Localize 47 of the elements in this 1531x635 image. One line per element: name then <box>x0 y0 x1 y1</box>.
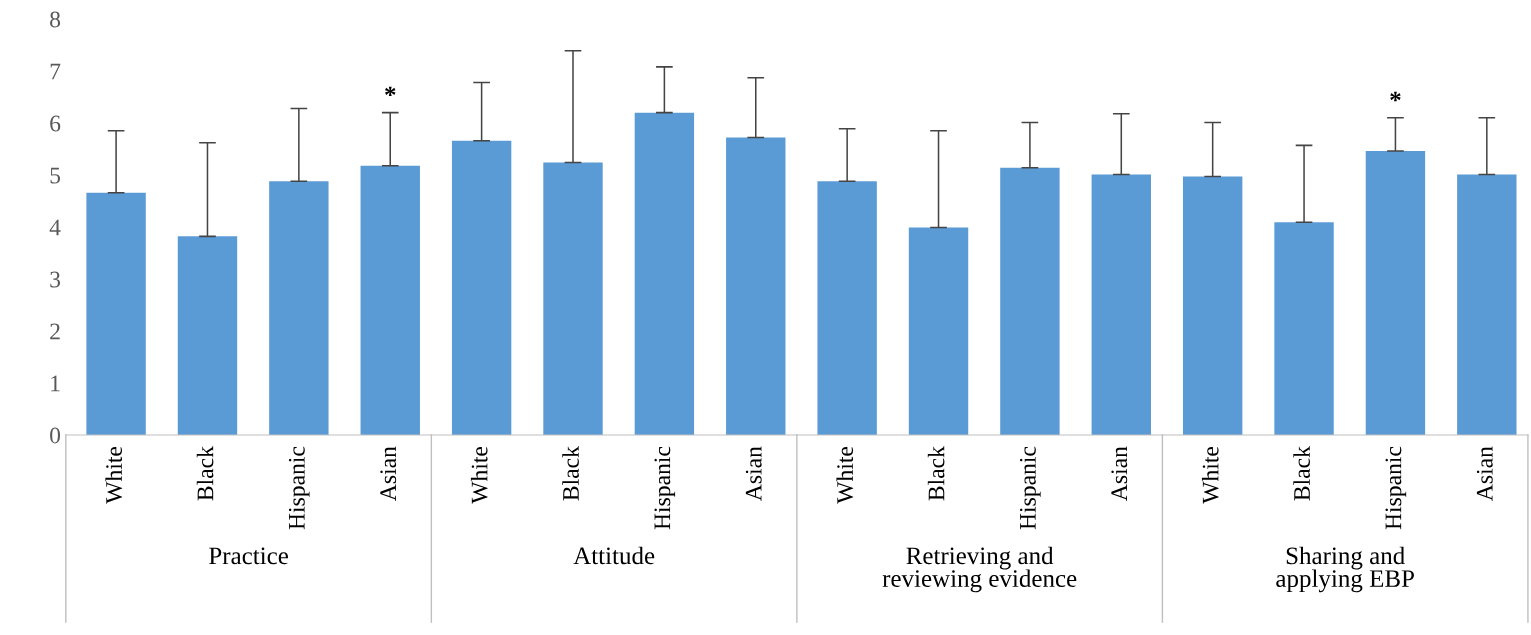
x-axis-title: Sharing and applying EBP <box>1276 546 1414 593</box>
bar <box>1365 151 1426 435</box>
bar <box>543 162 603 435</box>
bar <box>86 192 146 435</box>
y-tick-label: 7 <box>50 63 61 80</box>
x-tick-label: Asian <box>1476 446 1493 501</box>
x-axis-title: Retrieving and reviewing evidence <box>882 546 1077 593</box>
bar <box>1274 222 1334 435</box>
x-tick-label: Hispanic <box>1019 446 1041 530</box>
bar <box>1000 167 1060 435</box>
x-tick-label: Black <box>1293 446 1310 501</box>
x-tick-label: Asian <box>380 446 397 501</box>
bar <box>177 236 238 435</box>
bar <box>1091 174 1151 435</box>
y-tick-label: 0 <box>50 427 61 444</box>
y-tick-label: 3 <box>50 271 61 288</box>
x-tick-label: Hispanic <box>654 446 676 530</box>
x-tick-label: White <box>1201 446 1219 504</box>
x-tick-label: Black <box>562 446 579 501</box>
bar <box>1457 174 1517 435</box>
x-tick-label: Hispanic <box>1385 446 1407 530</box>
x-tick-label: White <box>105 446 123 504</box>
bar <box>817 181 877 435</box>
x-tick-label: Hispanic <box>288 446 310 530</box>
bar <box>269 181 329 435</box>
y-tick-label: 8 <box>50 11 61 28</box>
y-tick-label: 1 <box>51 375 60 392</box>
x-tick-label: White <box>470 446 488 504</box>
annotation: * <box>385 86 396 97</box>
x-tick-label: Black <box>196 446 214 501</box>
bar <box>908 227 969 435</box>
bar <box>726 137 786 435</box>
bar <box>634 112 695 435</box>
x-tick-label: Asian <box>1111 446 1128 501</box>
x-axis-title: Attitude <box>573 546 655 565</box>
x-tick-label: Asian <box>745 446 762 501</box>
x-tick-label: Black <box>927 446 945 501</box>
x-tick-label: White <box>836 446 854 504</box>
bar <box>1182 176 1243 435</box>
y-tick-label: 4 <box>49 219 61 236</box>
y-tick-label: 2 <box>50 323 60 340</box>
bar <box>451 140 512 435</box>
bar <box>360 165 420 435</box>
annotation: * <box>1390 91 1401 102</box>
x-axis-title: Practice <box>209 547 288 565</box>
y-tick-label: 5 <box>50 167 61 184</box>
y-tick-label: 6 <box>50 115 61 132</box>
